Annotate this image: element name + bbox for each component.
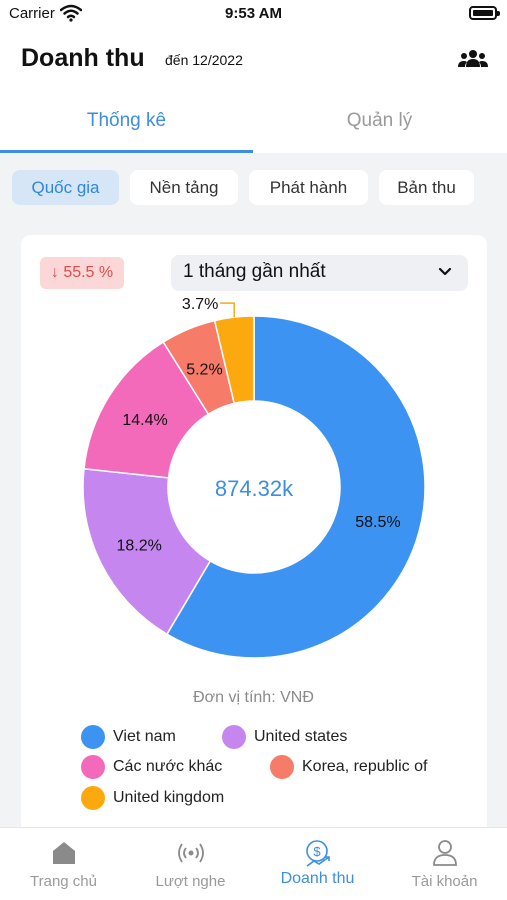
period-select[interactable]: 1 tháng gần nhất: [171, 255, 468, 291]
tab-luot-nghe[interactable]: Lượt nghe: [127, 828, 254, 900]
change-value: 55.5 %: [63, 264, 114, 281]
segment-tabs: Thống kê Quản lý: [0, 100, 507, 153]
tab-tai-khoan[interactable]: Tài khoản: [381, 828, 507, 900]
change-badge: ↓ 55.5 %: [40, 257, 124, 289]
tab-label: Tài khoản: [411, 873, 478, 890]
legend-dot: [81, 755, 105, 779]
legend-label: Viet nam: [113, 728, 176, 745]
tab-label: Doanh thu: [280, 870, 355, 887]
slice-value-label: 5.2%: [186, 361, 222, 378]
filter-nen-tang[interactable]: Nền tảng: [130, 170, 238, 205]
chevron-down-icon: [438, 267, 452, 276]
legend-dot: [81, 786, 105, 810]
carrier-label: Carrier: [9, 5, 55, 22]
legend-label: Korea, republic of: [302, 758, 428, 775]
legend-dot: [270, 755, 294, 779]
label-leader-line: [220, 302, 235, 318]
battery-icon: [469, 6, 500, 20]
team-icon[interactable]: [457, 48, 489, 70]
legend-item-united-kingdom: United kingdom: [81, 786, 224, 810]
legend-item-cac-nuoc-khac: Các nước khác: [81, 755, 222, 779]
bottom-tab-bar: Trang chủ Lượt nghe $ Doanh thu Tài khoả…: [0, 827, 507, 900]
filter-chips: Quốc gia Nền tảng Phát hành Bản thu: [0, 170, 507, 206]
donut-slice[interactable]: [82, 467, 212, 636]
legend-item-viet-nam: Viet nam: [81, 725, 176, 749]
tab-label: Trang chủ: [30, 873, 97, 890]
legend-dot: [81, 725, 105, 749]
tab-thong-ke[interactable]: Thống kê: [86, 110, 167, 131]
filter-phat-hanh[interactable]: Phát hành: [249, 170, 368, 205]
filter-quoc-gia[interactable]: Quốc gia: [12, 170, 119, 205]
home-icon: [52, 842, 75, 864]
tab-label: Lượt nghe: [155, 873, 226, 890]
tab-quan-ly[interactable]: Quản lý: [346, 110, 413, 131]
clock: 9:53 AM: [225, 5, 282, 22]
legend-item-united-states: United states: [222, 725, 347, 749]
wifi-icon: [60, 4, 82, 22]
top-area: Carrier 9:53 AM Doanh thu đến 12/2022 Th…: [0, 0, 507, 153]
revenue-icon: $: [305, 840, 330, 867]
page-title: Doanh thu: [21, 44, 145, 72]
legend-label: United states: [254, 728, 348, 745]
page-header: Doanh thu đến 12/2022: [0, 44, 507, 78]
status-bar: Carrier 9:53 AM: [0, 0, 507, 28]
legend-label: United kingdom: [113, 789, 225, 806]
slice-value-label: 14.4%: [122, 412, 167, 429]
tab-doanh-thu[interactable]: $ Doanh thu: [254, 828, 381, 900]
legend-dot: [222, 725, 246, 749]
slice-value-label: 18.2%: [116, 538, 161, 555]
slice-value-label: 3.7%: [182, 296, 218, 313]
unit-note: Đơn vị tính: VNĐ: [193, 689, 314, 706]
arrow-down-icon: ↓: [50, 264, 59, 281]
legend-item-korea: Korea, republic of: [270, 755, 427, 779]
filter-ban-thu[interactable]: Bản thu: [379, 170, 474, 205]
donut-slice[interactable]: [165, 315, 426, 659]
broadcast-icon: [177, 843, 204, 863]
legend-label: Các nước khác: [113, 758, 223, 775]
user-icon: [432, 840, 457, 866]
slice-value-label: 58.5%: [355, 514, 400, 531]
svg-text:$: $: [313, 844, 321, 859]
period-select-value: 1 tháng gần nhất: [183, 261, 326, 282]
tab-trang-chu[interactable]: Trang chủ: [0, 828, 127, 900]
chart-center-total: 874.32k: [215, 476, 294, 501]
page-subtitle: đến 12/2022: [165, 52, 243, 68]
donut-slice[interactable]: [213, 315, 255, 405]
active-tab-indicator: [0, 150, 253, 153]
